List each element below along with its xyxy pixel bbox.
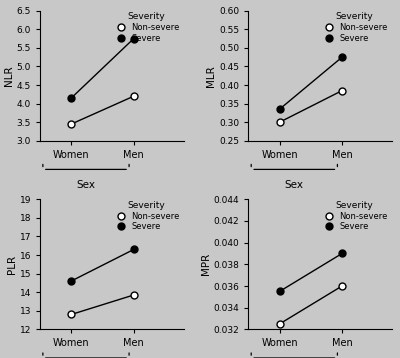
- Y-axis label: PLR: PLR: [7, 255, 17, 274]
- Legend: Non-severe, Severe: Non-severe, Severe: [321, 12, 388, 43]
- Y-axis label: NLR: NLR: [4, 66, 14, 86]
- Text: Sex: Sex: [76, 180, 96, 190]
- Text: Sex: Sex: [285, 180, 304, 190]
- Legend: Non-severe, Severe: Non-severe, Severe: [321, 201, 388, 231]
- Legend: Non-severe, Severe: Non-severe, Severe: [113, 201, 180, 231]
- Y-axis label: MPR: MPR: [201, 253, 211, 275]
- Y-axis label: MLR: MLR: [206, 65, 216, 87]
- Legend: Non-severe, Severe: Non-severe, Severe: [113, 12, 180, 43]
